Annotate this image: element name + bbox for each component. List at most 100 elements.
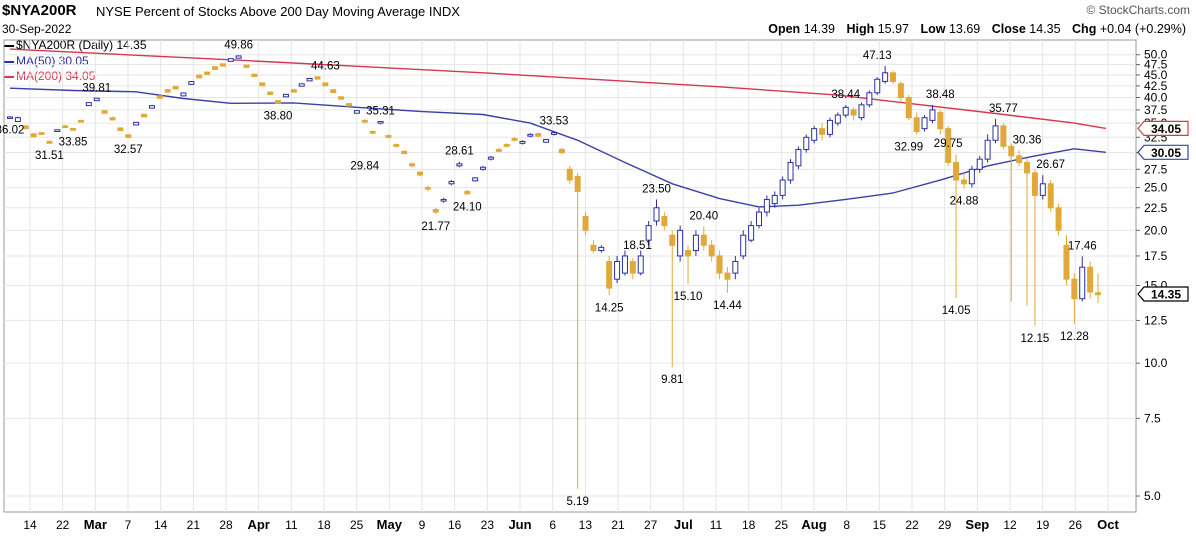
value-callout: 35.31 bbox=[366, 105, 395, 117]
candle-body bbox=[960, 179, 967, 185]
candle-body bbox=[929, 109, 936, 121]
value-callout: 36.02 bbox=[0, 125, 24, 137]
candle-body bbox=[890, 72, 897, 82]
y-tick-label: 40.0 bbox=[1144, 91, 1168, 105]
candle-body bbox=[480, 166, 487, 170]
y-tick-label: 37.5 bbox=[1144, 103, 1168, 117]
candle-body bbox=[432, 208, 439, 213]
candle-body bbox=[282, 93, 289, 98]
y-tick-label: 12.5 bbox=[1144, 313, 1168, 327]
value-callout: 35.77 bbox=[989, 103, 1018, 115]
candle-body bbox=[1016, 155, 1023, 163]
candle-body bbox=[590, 244, 597, 252]
candle-body bbox=[164, 89, 171, 93]
candle-body bbox=[267, 91, 274, 95]
candle-body bbox=[188, 81, 195, 85]
candle-body bbox=[1095, 292, 1101, 296]
candle-body bbox=[77, 119, 84, 123]
candle-body bbox=[882, 72, 889, 82]
candle-body bbox=[133, 121, 140, 126]
candle-body bbox=[156, 95, 163, 99]
legend-ma200: MA(200) 34.05 bbox=[4, 69, 95, 83]
y-tick-label: 27.5 bbox=[1144, 162, 1168, 176]
value-callout: 38.80 bbox=[264, 110, 293, 122]
candle-body bbox=[290, 89, 297, 93]
candle-body bbox=[866, 92, 873, 106]
x-tick-label: 14 bbox=[23, 518, 37, 532]
candle-body bbox=[314, 76, 321, 80]
value-callout: 12.28 bbox=[1060, 331, 1089, 343]
candle-body bbox=[109, 117, 116, 121]
description-text: NYSE Percent of Stocks Above 200 Day Mov… bbox=[96, 4, 426, 19]
candle-body bbox=[614, 260, 621, 280]
value-callout: 39.81 bbox=[82, 82, 111, 94]
candle-body bbox=[527, 133, 534, 137]
candle-body bbox=[598, 246, 605, 252]
candle-body bbox=[645, 225, 652, 241]
candle-body bbox=[543, 139, 550, 143]
y-tick-label: 7.5 bbox=[1144, 411, 1161, 425]
x-tick-label: 7 bbox=[125, 518, 132, 532]
candle-body bbox=[574, 175, 581, 192]
x-tick-label: 11 bbox=[710, 518, 723, 532]
candle-body bbox=[637, 255, 644, 274]
value-callout: 33.53 bbox=[540, 115, 569, 127]
legend-main-label: $NYA200R (Daily) 14.35 bbox=[16, 38, 147, 52]
candle-body bbox=[487, 156, 494, 160]
candle-body bbox=[227, 58, 234, 62]
candle-body bbox=[251, 73, 258, 78]
x-tick-label: 23 bbox=[481, 518, 495, 532]
price-tag-label: 14.35 bbox=[1151, 287, 1181, 301]
open-label: Open bbox=[768, 22, 801, 36]
candle-body bbox=[7, 116, 13, 119]
x-tick-label: 19 bbox=[1036, 518, 1050, 532]
candle-body bbox=[495, 148, 502, 152]
exchange-label: INDX bbox=[428, 4, 460, 19]
x-tick-label: Aug bbox=[801, 517, 826, 532]
x-tick-label: 25 bbox=[350, 518, 364, 532]
candle-body bbox=[842, 106, 849, 116]
candle-body bbox=[905, 97, 912, 119]
value-callout: 26.67 bbox=[1036, 159, 1065, 171]
high-label: High bbox=[846, 22, 875, 36]
candle-body bbox=[38, 132, 45, 135]
x-tick-label: 13 bbox=[579, 518, 593, 532]
candle-body bbox=[401, 150, 408, 155]
candle-body bbox=[748, 225, 755, 241]
candle-body bbox=[1071, 278, 1078, 300]
candle-body bbox=[551, 132, 557, 135]
value-callout: 31.51 bbox=[35, 150, 64, 162]
value-callout: 12.15 bbox=[1021, 333, 1050, 345]
x-tick-label: 25 bbox=[775, 518, 789, 532]
candle-body bbox=[298, 83, 305, 87]
candle-body bbox=[1055, 207, 1062, 231]
x-tick-label: 14 bbox=[154, 518, 168, 532]
candle-body bbox=[14, 117, 21, 122]
candle-body bbox=[125, 134, 132, 138]
candle-body bbox=[172, 86, 179, 90]
candle-body bbox=[897, 83, 904, 99]
candle-body bbox=[62, 125, 69, 129]
candle-body bbox=[353, 110, 360, 114]
candle-body bbox=[1087, 266, 1094, 293]
legend-main: $NYA200R (Daily) 14.35 bbox=[4, 38, 147, 52]
value-callout: 17.46 bbox=[1068, 240, 1097, 252]
chg-label: Chg bbox=[1072, 22, 1097, 36]
x-tick-label: 18 bbox=[317, 518, 331, 532]
value-callout: 24.10 bbox=[453, 202, 482, 214]
candle-body bbox=[361, 119, 368, 123]
candle-body bbox=[779, 179, 786, 196]
candle-body bbox=[953, 161, 960, 181]
value-callout: 14.25 bbox=[595, 302, 624, 314]
candle-body bbox=[211, 66, 218, 70]
legend-ma200-marker bbox=[4, 75, 14, 78]
candle-body bbox=[1024, 161, 1031, 174]
candle-body bbox=[85, 102, 92, 107]
x-tick-label: Jul bbox=[674, 517, 693, 532]
x-tick-label: 21 bbox=[611, 518, 625, 532]
candle-body bbox=[70, 127, 77, 131]
y-tick-label: 50.0 bbox=[1144, 48, 1168, 62]
candle-body bbox=[724, 272, 731, 280]
candle-body bbox=[180, 92, 187, 97]
